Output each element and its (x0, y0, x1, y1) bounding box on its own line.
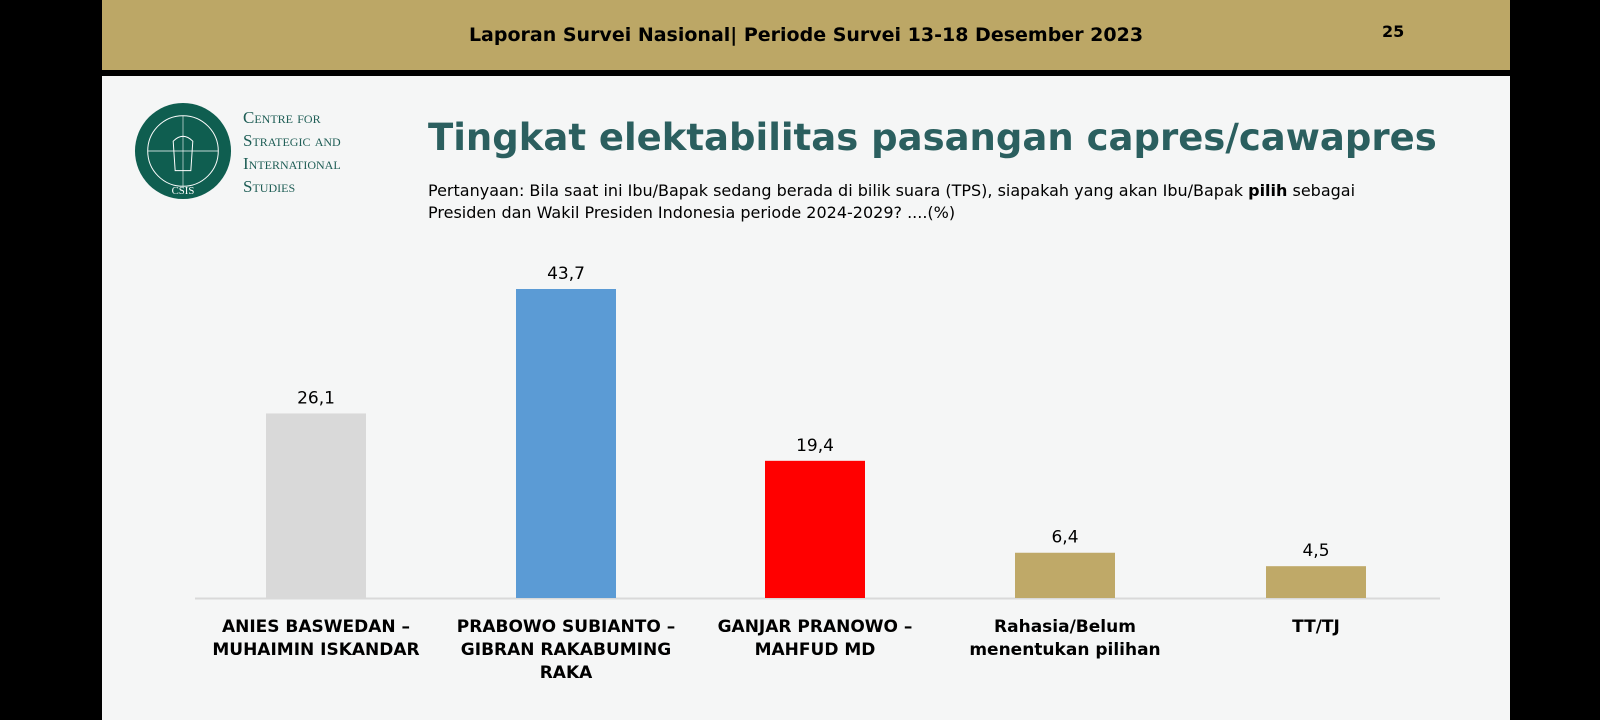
category-label: PRABOWO SUBIANTO – GIBRAN RAKABUMING RAK… (456, 617, 676, 683)
category-label: TT/TJ (1292, 617, 1340, 637)
data-label: 4,5 (1302, 541, 1329, 561)
slide-title: Tingkat elektabilitas pasangan capres/ca… (428, 116, 1437, 159)
csis-seal-logo: CSIS (134, 102, 232, 200)
data-label: 6,4 (1051, 528, 1078, 548)
category-label: ANIES BASWEDAN – MUHAIMIN ISKANDAR (212, 617, 420, 660)
page-number: 25 (1382, 22, 1405, 41)
bar (1266, 566, 1366, 598)
question-part: Pertanyaan: Bila saat ini Ibu/Bapak seda… (428, 181, 1249, 200)
question-part: sebagai Presiden dan Wakil Presiden Indo… (428, 181, 1356, 222)
bar (1015, 552, 1115, 598)
slide: CSIS Centre for Strategic and Internatio… (102, 76, 1510, 720)
header-title: Laporan Survei Nasional| Periode Survei … (468, 24, 1144, 46)
data-label: 26,1 (297, 388, 335, 408)
category-label: GANJAR PRANOWO – MAHFUD MD (717, 617, 913, 660)
data-label: 43,7 (547, 264, 585, 284)
bar (266, 413, 366, 598)
org-line: Studies (243, 177, 296, 196)
question-text: Pertanyaan: Bila saat ini Ibu/Bapak seda… (428, 180, 1428, 224)
data-label: 19,4 (796, 436, 834, 456)
org-line: International (243, 154, 341, 173)
category-label: Rahasia/Belum menentukan pilihan (969, 617, 1161, 660)
seal-abbr: CSIS (172, 185, 195, 197)
org-line: Strategic and (243, 131, 341, 150)
question-bold: pilih (1248, 181, 1288, 200)
bar (765, 460, 865, 598)
bar-chart: 26,1 43,7 19,4 6,4 4,5 (195, 264, 1440, 600)
org-name: Centre for Strategic and International S… (243, 106, 341, 198)
header-bar: Laporan Survei Nasional| Periode Survei … (102, 0, 1510, 70)
bar (516, 289, 616, 598)
org-line: Centre for (243, 108, 321, 127)
